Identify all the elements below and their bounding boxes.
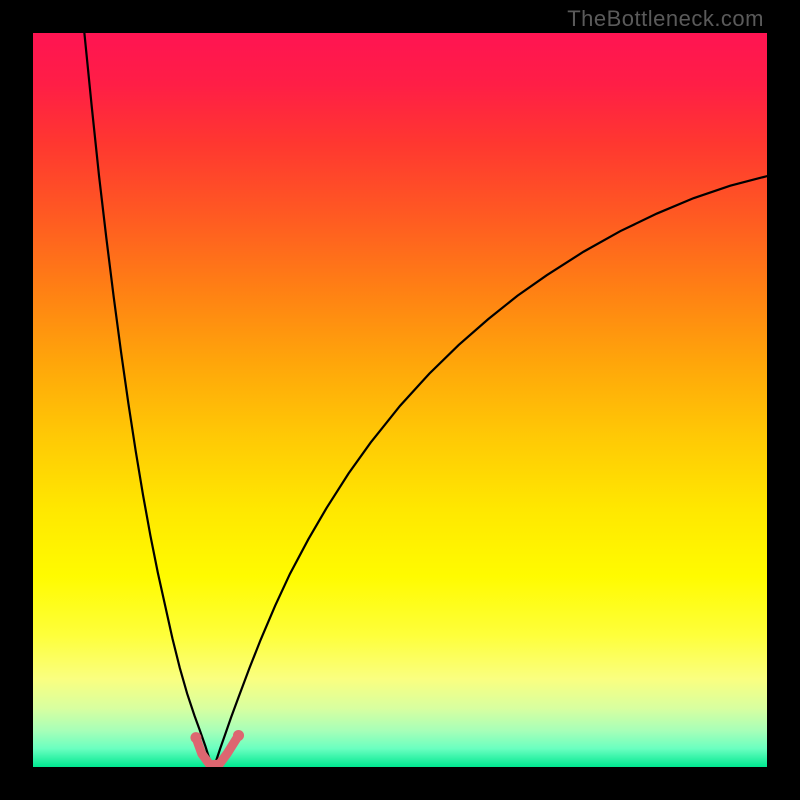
chart-container: TheBottleneck.com xyxy=(0,0,800,800)
plot-gradient-background xyxy=(33,33,767,767)
optimal-marker-dot xyxy=(233,730,244,741)
bottleneck-chart xyxy=(0,0,800,800)
optimal-marker-dot xyxy=(190,732,201,743)
watermark-text: TheBottleneck.com xyxy=(567,6,764,32)
